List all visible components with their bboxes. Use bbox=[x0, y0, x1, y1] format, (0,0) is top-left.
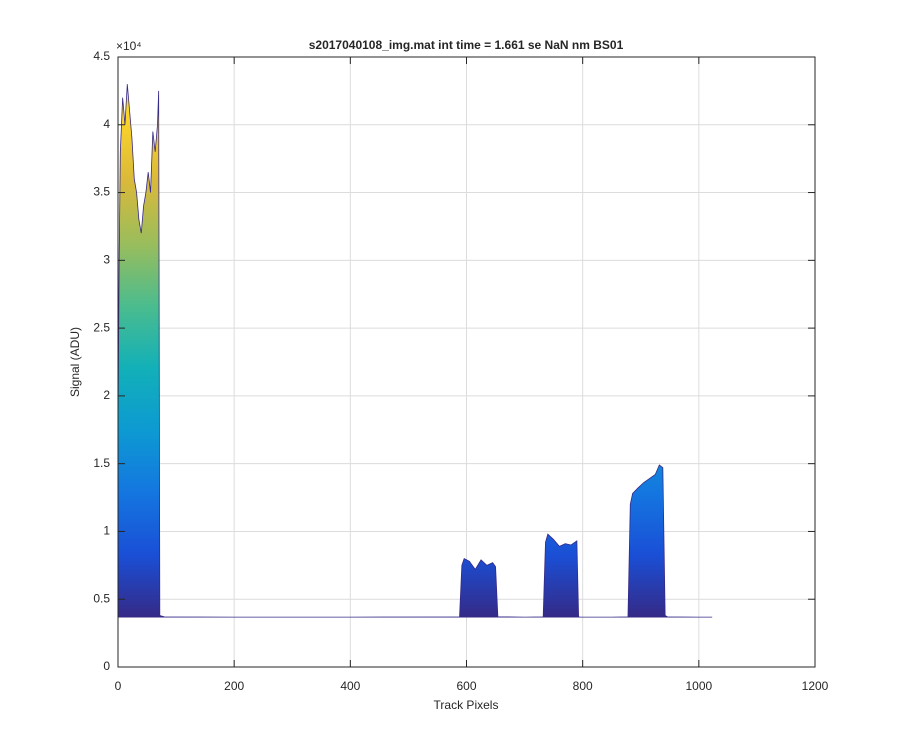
y-tick-label: 1.5 bbox=[93, 456, 110, 470]
y-tick-label: 0.5 bbox=[93, 591, 110, 605]
x-axis-label: Track Pixels bbox=[434, 698, 499, 712]
x-tick-label: 1000 bbox=[685, 679, 712, 693]
x-tick-label: 600 bbox=[456, 679, 476, 693]
y-tick-label: 2.5 bbox=[93, 320, 110, 334]
x-tick-label: 0 bbox=[115, 679, 122, 693]
x-tick-label: 1200 bbox=[802, 679, 829, 693]
y-tick-label: 1 bbox=[103, 524, 110, 538]
x-tick-label: 400 bbox=[340, 679, 360, 693]
y-axis-label: Signal (ADU) bbox=[68, 327, 82, 397]
x-tick-label: 200 bbox=[224, 679, 244, 693]
y-tick-label: 2 bbox=[103, 388, 110, 402]
y-tick-label: 4.5 bbox=[93, 49, 110, 63]
y-exponent: ×10⁴ bbox=[116, 39, 142, 53]
y-tick-label: 4 bbox=[103, 117, 110, 131]
y-tick-label: 0 bbox=[103, 659, 110, 673]
x-tick-label: 800 bbox=[573, 679, 593, 693]
chart-title: s2017040108_img.mat int time = 1.661 se … bbox=[309, 38, 624, 52]
area bbox=[117, 84, 713, 618]
y-tick-label: 3.5 bbox=[93, 185, 110, 199]
y-tick-label: 3 bbox=[103, 253, 110, 267]
